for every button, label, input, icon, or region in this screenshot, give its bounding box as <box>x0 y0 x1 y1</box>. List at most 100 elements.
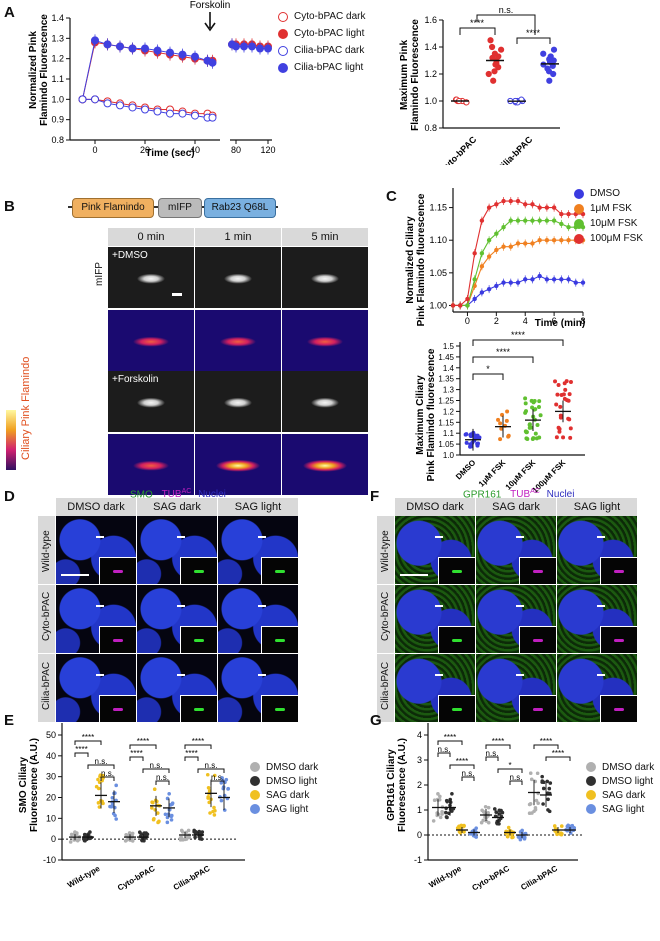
data-point <box>472 277 477 282</box>
series-group <box>78 34 272 122</box>
data-point <box>208 58 217 67</box>
data-point <box>208 811 212 815</box>
data-point <box>530 405 535 410</box>
sig-bracket <box>437 752 451 757</box>
data-point <box>141 44 149 53</box>
x-tick-group: 0 2 4 6 8 <box>465 312 586 326</box>
sig-bracket <box>100 776 115 781</box>
tick-label: 2 <box>494 316 499 326</box>
data-point <box>486 205 492 210</box>
y-tick-group: 0.8 0.9 1.0 1.1 1.2 1.3 1.4 <box>51 13 70 145</box>
data-point <box>547 809 552 814</box>
zoom-inset <box>99 557 137 585</box>
flamindo-image <box>282 434 368 495</box>
data-point <box>535 423 540 428</box>
data-point <box>222 808 227 812</box>
data-point <box>123 839 128 843</box>
tick-label: 1.15 <box>438 418 454 427</box>
data-point <box>186 828 191 833</box>
zoom-inset <box>438 557 476 585</box>
tick-label: 1.4 <box>443 364 455 373</box>
data-point <box>508 218 513 223</box>
tick-label: -1 <box>414 855 422 865</box>
y-axis-label-1: Normalized Ciliary <box>405 216 416 304</box>
data-point <box>564 379 569 384</box>
data-point <box>169 818 174 822</box>
tick-label: Cyto-bPAC <box>438 134 479 165</box>
legend-item: SAG light <box>586 802 654 816</box>
data-point <box>506 433 511 438</box>
data-point <box>555 392 560 397</box>
construct-pink-flamindo: Pink Flamindo <box>72 198 154 218</box>
data-point <box>207 800 212 805</box>
sig-label: n.s. <box>205 761 218 770</box>
sig-bracket <box>533 744 559 749</box>
data-point <box>537 238 542 243</box>
data-point <box>534 436 539 441</box>
data-point <box>562 396 567 401</box>
data-point <box>483 804 488 809</box>
data-point <box>501 198 506 204</box>
data-point <box>485 70 492 78</box>
data-point <box>153 107 162 116</box>
sig-label: **** <box>552 749 564 758</box>
data-point <box>544 205 550 210</box>
y-axis-label-2: Pink Flamindo fluorescence <box>416 193 427 326</box>
arrow-icon <box>597 674 605 677</box>
arrow-icon <box>597 605 605 608</box>
data-point <box>568 831 573 835</box>
tick-label: 40 <box>46 751 56 761</box>
construct-mifp: mIFP <box>158 198 202 218</box>
data-point <box>536 801 540 806</box>
data-point <box>540 774 544 779</box>
arrow-icon <box>597 536 605 539</box>
data-point <box>479 820 484 825</box>
zoom-inset <box>438 695 476 723</box>
zoom-inset <box>180 626 218 654</box>
sig-bracket <box>87 764 115 769</box>
arrow-icon <box>435 674 443 677</box>
sig-label: n.s. <box>462 769 475 778</box>
sig-label: n.s. <box>95 757 108 766</box>
tick-label: -10 <box>43 855 56 865</box>
sig-bracket <box>129 756 144 761</box>
legend-item: Cilia-bPAC light <box>278 59 378 76</box>
data-point <box>150 806 154 810</box>
data-point <box>550 70 557 78</box>
cilium <box>193 569 205 573</box>
zoom-inset <box>519 626 557 654</box>
data-point <box>494 810 498 814</box>
tick-label: 1μM FSK <box>477 458 508 489</box>
data-point <box>492 807 497 811</box>
sig-bracket <box>197 768 225 773</box>
cilium <box>613 638 625 642</box>
x-tick-group: Wild-type Cyto-bPAC Cilia-bPAC <box>66 864 212 893</box>
data-point <box>487 37 494 44</box>
data-point <box>125 833 130 838</box>
legend-marker <box>250 790 260 800</box>
data-point <box>550 46 558 53</box>
data-point <box>491 68 498 75</box>
tick-label: 1.00 <box>429 300 447 310</box>
data-point <box>528 802 533 806</box>
tick-label: 1.25 <box>438 397 454 406</box>
panel-label-d: D <box>4 488 15 505</box>
data-point <box>556 425 561 430</box>
sig-label: **** <box>185 749 197 758</box>
data-point <box>220 776 224 780</box>
data-point <box>561 435 566 440</box>
tick-label: 1.45 <box>438 353 454 362</box>
flamindo-image <box>108 310 194 371</box>
data-point <box>523 401 528 406</box>
legend-marker <box>278 62 288 73</box>
scale-bar <box>61 574 89 576</box>
sig-label: * <box>508 761 511 770</box>
sig-label: **** <box>526 28 541 38</box>
panel-label-e: E <box>4 712 15 729</box>
data-point <box>73 830 77 834</box>
data-point <box>515 280 521 285</box>
cilium <box>112 569 124 573</box>
tick-label: 40 <box>190 145 200 155</box>
data-point <box>462 830 466 834</box>
data-point <box>114 817 118 821</box>
